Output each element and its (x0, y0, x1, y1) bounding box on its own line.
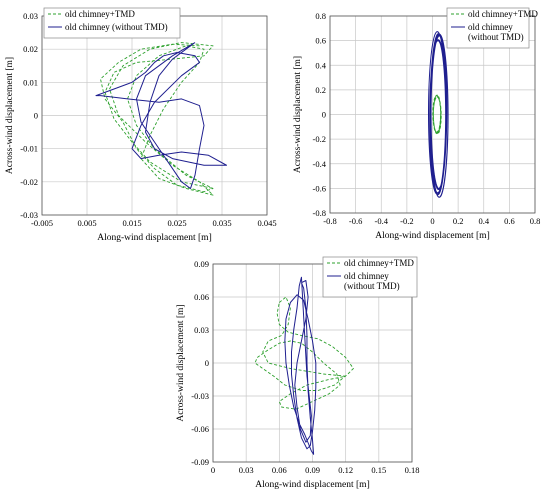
x-axis-label: Along-wind displacement [m] (97, 233, 212, 243)
y-tick-label: -0.6 (313, 183, 326, 193)
x-tick-label: 0.045 (257, 218, 276, 228)
x-tick-label: 0.8 (530, 216, 541, 226)
series-line-with-tmd (432, 94, 442, 135)
x-tick-label: 0.18 (405, 465, 420, 475)
legend-box (446, 7, 530, 49)
y-tick-label: -0.03 (20, 210, 38, 220)
series-line-with-tmd (254, 296, 354, 410)
legend-box (322, 256, 418, 298)
x-tick-label: 0.06 (272, 465, 287, 475)
y-tick-label: 0.8 (315, 11, 326, 21)
y-tick-label: -0.06 (191, 424, 209, 434)
y-tick-label: 0.03 (194, 325, 209, 335)
legend-label: (without TMD) (468, 32, 524, 42)
x-tick-label: 0.09 (305, 465, 320, 475)
y-tick-label: 0.02 (23, 44, 38, 54)
chart-2: -0.8 -0.6 -0.4 -0.2 0 0.2 0.4 0.6 0.8 0.8 0.6 0.4 0.… (293, 7, 541, 241)
y-tick-label: -0.03 (191, 391, 209, 401)
x-tick-label: 0.025 (167, 218, 186, 228)
y-tick-label: 0 (34, 111, 38, 121)
y-tick-label: 0.01 (23, 77, 38, 87)
x-tick-label: 0 (430, 216, 434, 226)
x-tick-label: -0.005 (31, 218, 53, 228)
x-tick-label: 0.4 (478, 216, 489, 226)
legend: old chimney+TMD old chimney(without TMD) (446, 7, 538, 49)
y-tick-label: -0.09 (191, 457, 209, 467)
legend-label: (without TMD) (344, 281, 400, 291)
chart-1: -0.005 0.005 0.015 0.025 0.035 0.045 0.03 0.02 0… (5, 7, 277, 243)
y-tick-label: -0.8 (313, 208, 326, 218)
legend: old chimney+TMD old chimney(without TMD) (322, 256, 418, 298)
y-tick-label: 0 (205, 358, 209, 368)
y-tick-label: -0.2 (313, 134, 326, 144)
x-tick-label: 0.005 (77, 218, 96, 228)
x-tick-label: 0.03 (239, 465, 254, 475)
plot-frame (212, 263, 413, 463)
x-axis-label: Along-wind displacement [m] (255, 480, 370, 490)
x-tick-label: 0.2 (453, 216, 464, 226)
series-line-with-tmd (100, 42, 214, 196)
series-line-without-tmd (95, 42, 227, 189)
x-tick-label: 0.015 (122, 218, 141, 228)
x-tick-label: 0.15 (371, 465, 386, 475)
legend-label: old chimney+TMD (344, 258, 414, 268)
series-line-without-tmd (428, 31, 449, 198)
legend-box (43, 7, 181, 39)
y-tick-label: 0.6 (315, 36, 326, 46)
chart-3: 0 0.03 0.06 0.09 0.12 0.15 0.180.090.060.030-0… (176, 256, 420, 490)
legend: old chimney+TMD old chimney (without TMD) (43, 7, 181, 39)
series-line-without-tmd (284, 276, 317, 455)
legend-label: old chimney (468, 22, 513, 32)
x-tick-label: 0.12 (338, 465, 353, 475)
x-tick-label: -0.6 (349, 216, 362, 226)
y-axis-label: Across-wind displacement [m] (293, 56, 303, 173)
x-axis-label: Along-wind displacement [m] (375, 231, 490, 241)
y-tick-label: 0.09 (194, 259, 209, 269)
x-tick-label: 0 (211, 465, 215, 475)
x-tick-label: 0.6 (504, 216, 515, 226)
x-tick-label: -0.4 (375, 216, 389, 226)
y-tick-label: 0.03 (23, 11, 38, 21)
legend-label: old chimney+TMD (65, 9, 135, 19)
legend-label: old chimney+TMD (468, 9, 538, 19)
y-tick-label: 0 (322, 110, 326, 120)
y-tick-label: -0.02 (20, 177, 38, 187)
y-axis-label: Across-wind displacement [m] (5, 57, 15, 174)
x-tick-label: -0.2 (400, 216, 413, 226)
y-tick-label: 0.06 (194, 292, 209, 302)
y-axis-label: Across-wind displacement [m] (176, 304, 186, 421)
legend-label: old chimney (without TMD) (65, 22, 168, 32)
y-tick-label: 0.2 (315, 85, 326, 95)
x-tick-label: -0.8 (323, 216, 336, 226)
y-tick-label: 0.4 (315, 60, 326, 70)
plot-frame (329, 15, 536, 214)
y-tick-label: -0.01 (20, 144, 38, 154)
x-tick-label: 0.035 (212, 218, 231, 228)
legend-label: old chimney (344, 271, 389, 281)
y-tick-label: -0.4 (313, 159, 327, 169)
